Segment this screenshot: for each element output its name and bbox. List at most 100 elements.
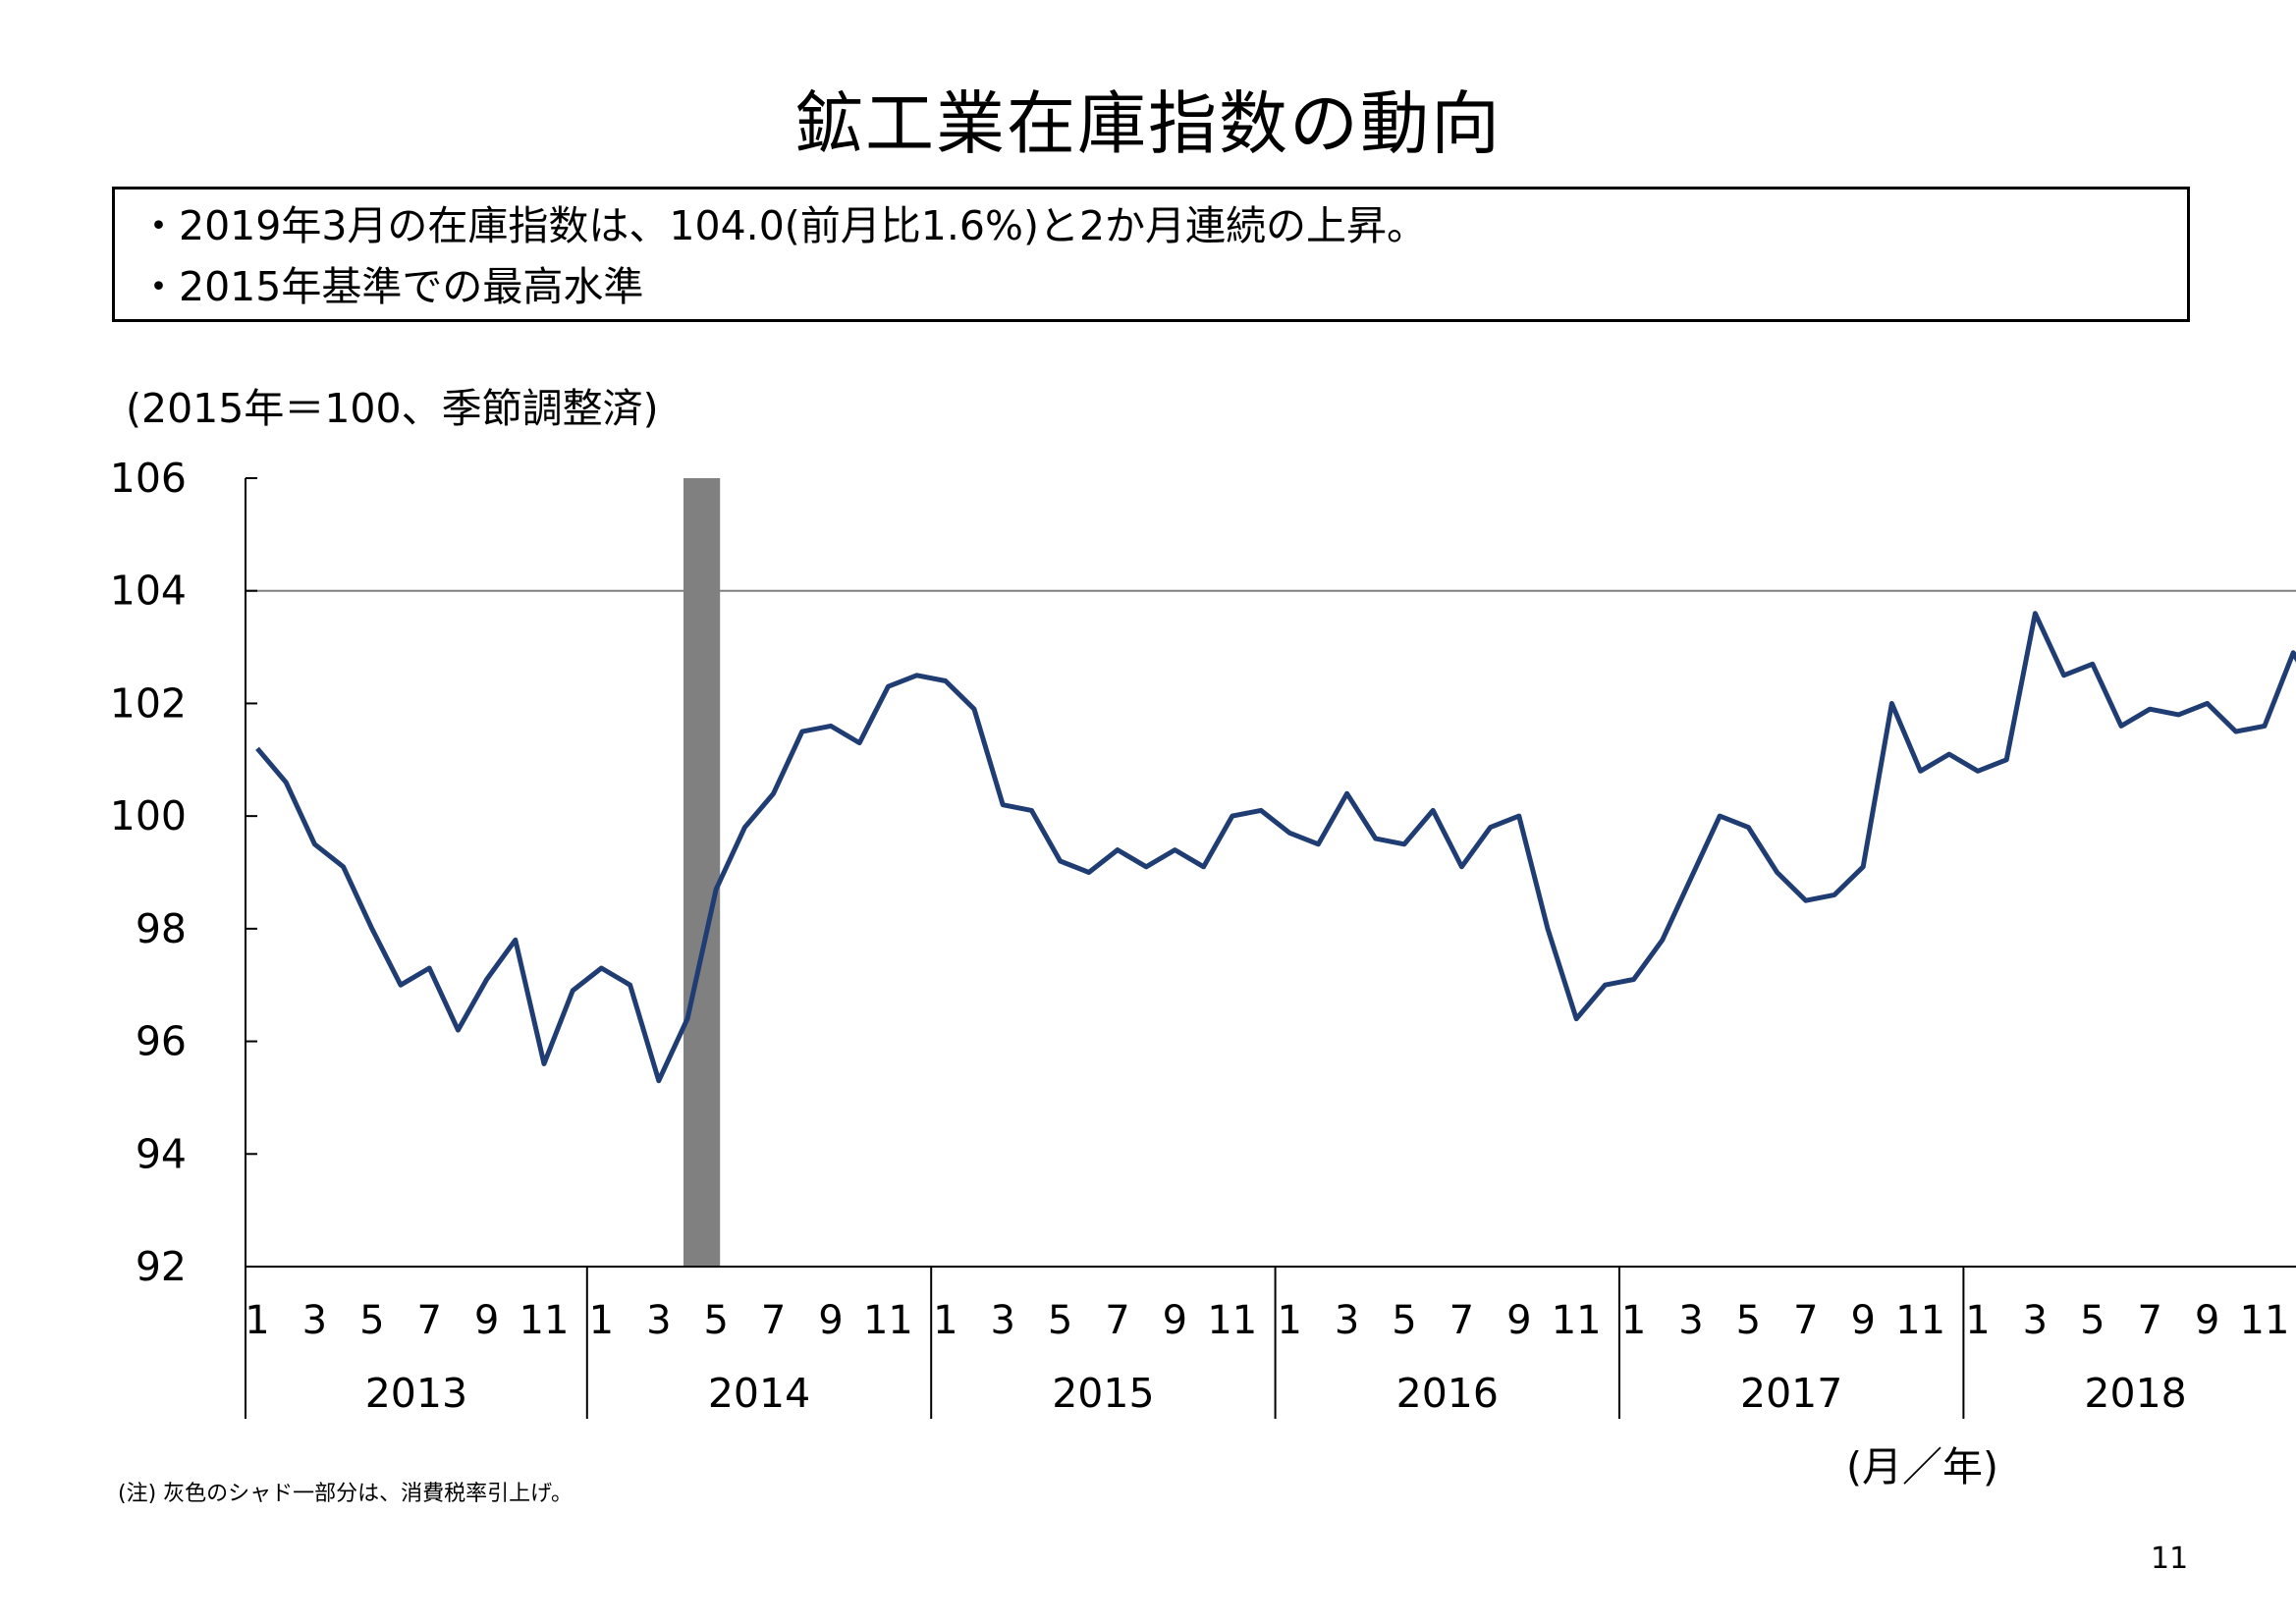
month-tick-label: 3 bbox=[2023, 1298, 2048, 1343]
month-tick-label: 5 bbox=[1392, 1298, 1416, 1343]
y-tick-label: 96 bbox=[136, 1018, 187, 1065]
data-point bbox=[1920, 770, 1922, 772]
data-point bbox=[830, 725, 832, 727]
data-point bbox=[945, 679, 947, 681]
data-point bbox=[572, 990, 574, 992]
data-point bbox=[1346, 792, 1348, 794]
month-tick-label: 9 bbox=[474, 1298, 499, 1343]
data-point bbox=[1604, 984, 1606, 986]
y-tick-label: 100 bbox=[110, 792, 187, 839]
month-tick-label: 5 bbox=[703, 1298, 728, 1343]
y-tick-label: 92 bbox=[136, 1243, 187, 1290]
inventory-index-line bbox=[255, 611, 2296, 1084]
footnote: (注) 灰色のシャド一部分は、消費税率引上げ。 bbox=[118, 1482, 574, 1506]
month-tick-label: 5 bbox=[2080, 1298, 2105, 1343]
month-tick-label: 11 bbox=[1895, 1298, 1945, 1343]
data-point bbox=[600, 967, 602, 969]
data-point bbox=[1862, 866, 1864, 868]
month-tick-label: 7 bbox=[1793, 1298, 1818, 1343]
month-tick-label: 3 bbox=[646, 1298, 671, 1343]
month-tick-label: 11 bbox=[863, 1298, 913, 1343]
data-point bbox=[629, 984, 631, 986]
data-point bbox=[916, 675, 918, 677]
data-point bbox=[1288, 832, 1290, 834]
month-tick-label: 1 bbox=[1277, 1298, 1301, 1343]
month-tick-label: 11 bbox=[2240, 1298, 2290, 1343]
y-axis-unit-label: (2015年＝100、季節調整済) bbox=[126, 385, 659, 432]
year-label: 2015 bbox=[1052, 1370, 1154, 1417]
data-point bbox=[2034, 613, 2036, 615]
data-point bbox=[1260, 809, 1262, 811]
y-tick-label: 106 bbox=[110, 455, 187, 502]
data-point bbox=[1719, 815, 1721, 817]
data-point bbox=[1662, 939, 1664, 941]
data-point bbox=[457, 1029, 459, 1031]
summary-line-1: ・2019年3月の在庫指数は、104.0(前月比1.6%)と2か月連続の上昇。 bbox=[138, 202, 1428, 249]
year-label: 2016 bbox=[1396, 1370, 1499, 1417]
summary-box: ・2019年3月の在庫指数は、104.0(前月比1.6%)と2か月連続の上昇。 … bbox=[112, 187, 2190, 322]
data-point bbox=[1948, 753, 1950, 755]
month-tick-label: 9 bbox=[1163, 1298, 1187, 1343]
data-point bbox=[2005, 759, 2007, 761]
month-tick-label: 7 bbox=[1105, 1298, 1129, 1343]
data-point bbox=[1633, 978, 1635, 980]
data-point bbox=[1460, 866, 1462, 868]
month-tick-label: 3 bbox=[990, 1298, 1014, 1343]
month-tick-label: 5 bbox=[1048, 1298, 1072, 1343]
data-point bbox=[1145, 866, 1147, 868]
data-point bbox=[1690, 877, 1692, 879]
data-point bbox=[2264, 725, 2266, 727]
month-tick-label: 9 bbox=[1506, 1298, 1531, 1343]
data-point bbox=[1805, 899, 1807, 901]
data-point bbox=[2177, 714, 2179, 716]
data-point bbox=[1117, 849, 1119, 851]
data-point bbox=[1231, 815, 1233, 817]
month-tick-label: 9 bbox=[1850, 1298, 1875, 1343]
data-point bbox=[486, 978, 488, 980]
y-tick-label: 104 bbox=[110, 568, 187, 615]
data-point bbox=[1375, 838, 1377, 839]
data-point bbox=[887, 685, 889, 687]
data-point bbox=[313, 843, 315, 845]
year-label: 2014 bbox=[708, 1370, 810, 1417]
data-point bbox=[1547, 928, 1549, 930]
data-point bbox=[1403, 843, 1405, 845]
month-tick-label: 1 bbox=[245, 1298, 269, 1343]
data-point bbox=[1002, 804, 1004, 806]
data-point bbox=[1575, 1018, 1577, 1020]
month-tick-label: 9 bbox=[2195, 1298, 2219, 1343]
data-point bbox=[2092, 663, 2094, 665]
data-point bbox=[543, 1063, 545, 1065]
data-point bbox=[715, 889, 717, 891]
data-point bbox=[1833, 893, 1835, 895]
data-point bbox=[256, 747, 258, 749]
month-tick-label: 5 bbox=[1736, 1298, 1761, 1343]
data-point bbox=[973, 708, 975, 710]
x-axis-unit-label: (月／年) bbox=[1846, 1443, 1998, 1490]
data-point bbox=[2149, 708, 2151, 710]
data-point bbox=[773, 792, 775, 794]
page-title: 鉱工業在庫指数の動向 bbox=[794, 83, 1502, 164]
data-point bbox=[686, 1018, 688, 1020]
month-tick-label: 7 bbox=[2137, 1298, 2161, 1343]
month-tick-label: 1 bbox=[1965, 1298, 1990, 1343]
data-point bbox=[801, 731, 803, 732]
y-tick-label: 94 bbox=[136, 1130, 187, 1177]
data-point bbox=[1174, 849, 1175, 851]
data-point bbox=[1518, 815, 1520, 817]
data-point bbox=[2292, 652, 2294, 654]
month-tick-label: 3 bbox=[1678, 1298, 1703, 1343]
month-tick-label: 1 bbox=[1621, 1298, 1646, 1343]
month-tick-label: 3 bbox=[302, 1298, 327, 1343]
page-number: 11 bbox=[2151, 1542, 2189, 1576]
data-point bbox=[1088, 872, 1090, 874]
data-point bbox=[1890, 702, 1892, 704]
data-point bbox=[1747, 827, 1749, 829]
month-tick-label: 11 bbox=[1552, 1298, 1602, 1343]
month-tick-label: 11 bbox=[1207, 1298, 1257, 1343]
data-point bbox=[428, 967, 430, 969]
month-tick-label: 3 bbox=[1335, 1298, 1359, 1343]
month-tick-label: 1 bbox=[933, 1298, 957, 1343]
year-label: 2013 bbox=[365, 1370, 467, 1417]
